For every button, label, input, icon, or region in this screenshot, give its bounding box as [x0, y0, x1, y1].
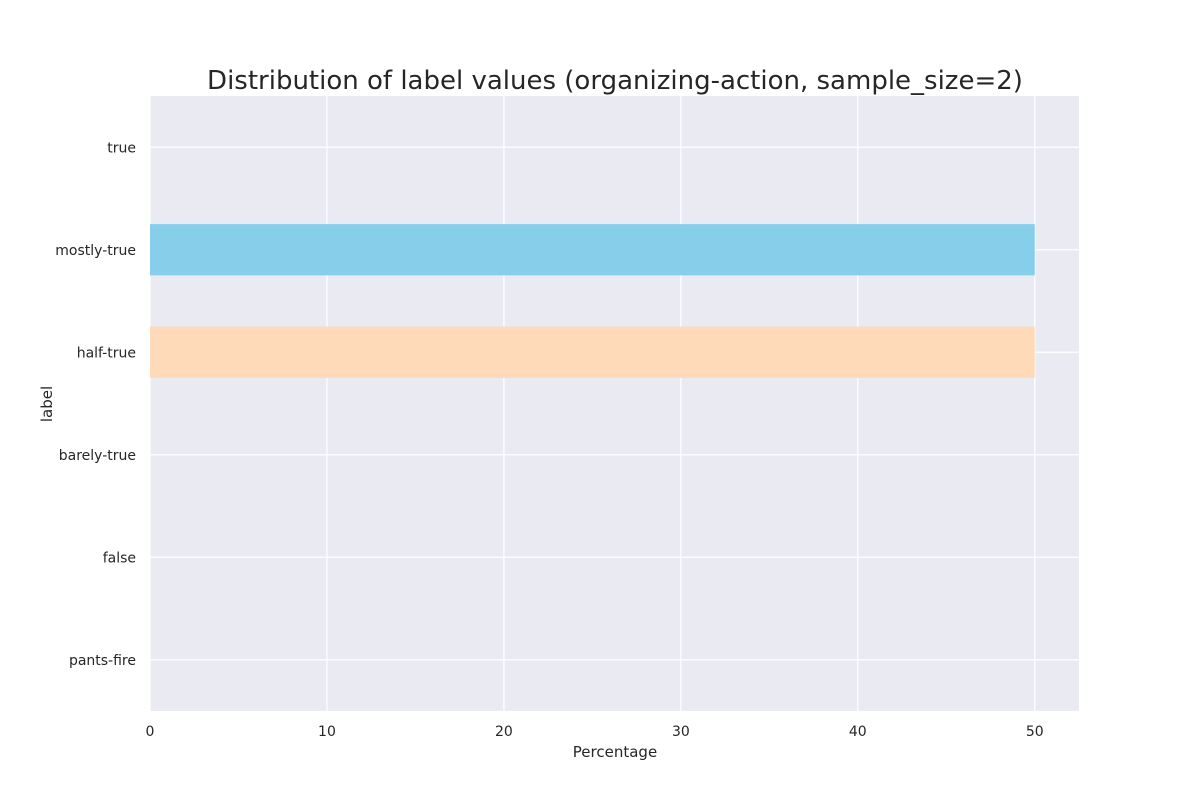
y-tick-label-false: false	[103, 550, 136, 566]
y-tick-label-true: true	[107, 140, 136, 156]
bars	[150, 224, 1035, 378]
x-axis-ticks: 0 10 20 30 40 50	[146, 724, 1044, 740]
x-tick-label: 10	[318, 724, 336, 740]
bar-half-true	[150, 326, 1035, 378]
x-axis-label: Percentage	[573, 743, 657, 761]
x-tick-label: 30	[672, 724, 690, 740]
x-tick-label: 40	[849, 724, 867, 740]
y-axis-ticks: true mostly-true half-true barely-true false…	[55, 140, 136, 669]
x-tick-label: 0	[146, 724, 155, 740]
x-tick-label: 50	[1026, 724, 1044, 740]
y-tick-label-barely-true: barely-true	[59, 448, 136, 464]
chart-title: Distribution of label values (organizing…	[207, 66, 1023, 96]
bar-mostly-true	[150, 224, 1035, 276]
y-tick-label-half-true: half-true	[77, 345, 136, 361]
y-tick-label-pants-fire: pants-fire	[69, 653, 136, 669]
plot-area	[150, 96, 1079, 711]
x-tick-label: 20	[495, 724, 513, 740]
y-axis-label: label	[38, 386, 56, 422]
y-tick-label-mostly-true: mostly-true	[55, 243, 136, 259]
